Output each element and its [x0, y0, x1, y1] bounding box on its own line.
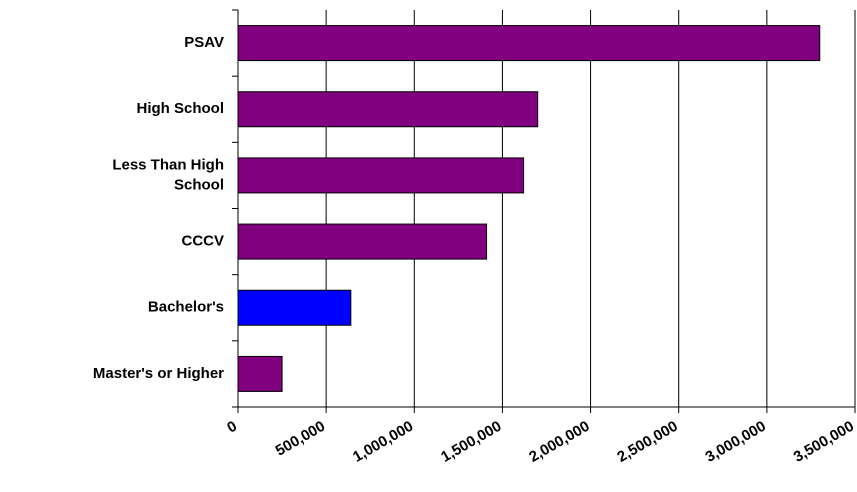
bar	[237, 157, 525, 194]
y-tick-label: High School	[137, 100, 225, 117]
y-tick-label: Less Than High School	[112, 156, 224, 193]
x-tick-label: 3,000,000	[703, 418, 769, 466]
y-tick-label: PSAV	[184, 34, 224, 51]
x-tick-label: 3,500,000	[791, 418, 857, 466]
y-tick-label: Master's or Higher	[93, 365, 224, 382]
bar	[237, 91, 539, 128]
x-tick-label: 1,500,000	[438, 418, 504, 466]
bar	[237, 355, 283, 392]
bar	[237, 25, 821, 62]
y-tick-label: CCCV	[181, 233, 224, 250]
bar	[237, 223, 488, 260]
x-tick-label: 2,500,000	[614, 418, 680, 466]
x-tick-label: 500,000	[273, 418, 328, 460]
x-tick-label: 0	[224, 418, 240, 437]
x-tick-label: 1,000,000	[350, 418, 416, 466]
x-tick-label: 2,000,000	[526, 418, 592, 466]
bar	[237, 289, 352, 326]
y-tick-label: Bachelor's	[148, 299, 224, 316]
